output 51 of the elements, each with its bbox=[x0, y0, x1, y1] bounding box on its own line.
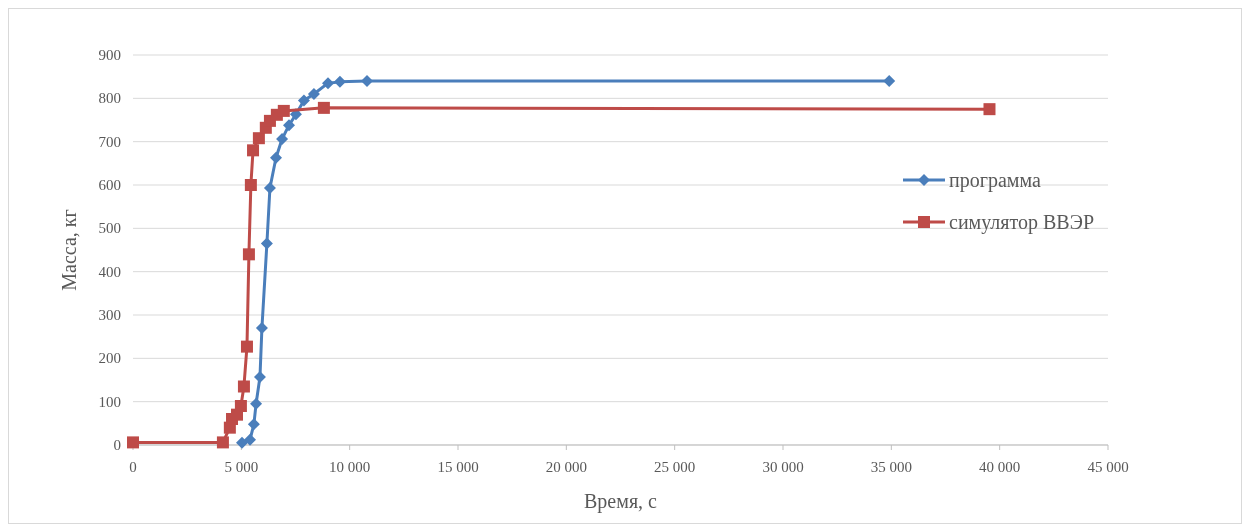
point bbox=[361, 75, 373, 87]
x-tick-label: 25 000 bbox=[654, 459, 696, 475]
x-tick-label: 45 000 bbox=[1087, 459, 1129, 475]
y-tick-label: 700 bbox=[98, 133, 121, 150]
point bbox=[244, 433, 256, 446]
x-tick-label: 10 000 bbox=[329, 459, 371, 475]
x-tick-label: 20 000 bbox=[545, 459, 587, 475]
point bbox=[317, 101, 330, 114]
point bbox=[260, 237, 273, 250]
point bbox=[297, 94, 310, 107]
point bbox=[247, 418, 260, 431]
point bbox=[237, 380, 250, 393]
y-tick-label: 800 bbox=[98, 90, 121, 107]
legend-label: программа bbox=[949, 169, 1041, 192]
point bbox=[307, 88, 320, 100]
x-axis-title: Время, с bbox=[584, 490, 658, 513]
point bbox=[283, 119, 295, 132]
y-tick-label: 500 bbox=[98, 220, 121, 237]
point bbox=[250, 397, 263, 410]
point bbox=[127, 436, 139, 449]
point bbox=[242, 248, 255, 261]
y-tick-label: 900 bbox=[98, 47, 121, 63]
point bbox=[322, 77, 334, 90]
point bbox=[247, 144, 260, 157]
point bbox=[216, 436, 229, 449]
point bbox=[244, 179, 257, 191]
point bbox=[252, 132, 265, 145]
y-tick-label: 0 bbox=[113, 437, 121, 453]
legend-label: симулятор ВВЭР bbox=[949, 211, 1095, 234]
x-tick-label: 30 000 bbox=[762, 459, 804, 475]
y-tick-label: 100 bbox=[98, 393, 121, 410]
point bbox=[333, 75, 346, 88]
y-axis-title: Масса, кг bbox=[58, 209, 80, 291]
x-tick-label: 0 bbox=[129, 459, 137, 475]
point bbox=[235, 436, 248, 449]
point bbox=[240, 340, 253, 353]
x-tick-label: 35 000 bbox=[870, 459, 912, 475]
point bbox=[277, 104, 290, 117]
y-tick-label: 600 bbox=[98, 177, 121, 193]
point bbox=[883, 75, 896, 87]
point bbox=[234, 400, 247, 412]
y-tick-label: 300 bbox=[98, 307, 121, 323]
point bbox=[276, 133, 289, 146]
y-tick-label: 200 bbox=[98, 350, 121, 367]
x-tick-label: 40 000 bbox=[979, 459, 1021, 475]
y-tick-label: 400 bbox=[98, 263, 121, 280]
x-tick-label: 5 000 bbox=[224, 459, 259, 475]
point bbox=[255, 322, 268, 334]
point bbox=[983, 103, 996, 116]
x-tick-label: 15 000 bbox=[437, 459, 479, 475]
point bbox=[270, 151, 282, 164]
